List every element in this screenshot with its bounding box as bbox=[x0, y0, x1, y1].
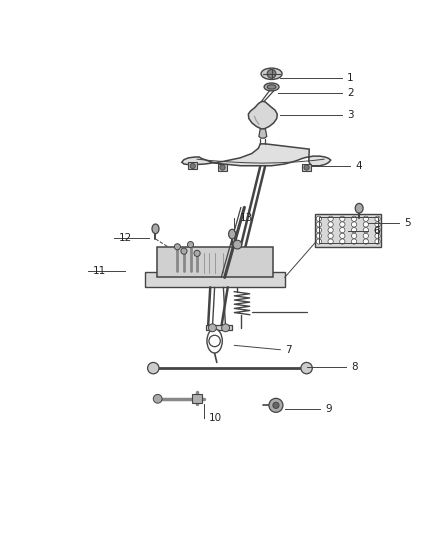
Circle shape bbox=[340, 239, 345, 244]
Circle shape bbox=[267, 69, 276, 78]
Text: 1: 1 bbox=[347, 73, 353, 83]
Text: 5: 5 bbox=[404, 217, 410, 228]
Circle shape bbox=[351, 216, 357, 221]
Circle shape bbox=[363, 233, 368, 238]
Text: 2: 2 bbox=[347, 88, 353, 99]
Circle shape bbox=[316, 233, 321, 238]
Circle shape bbox=[328, 239, 333, 244]
Circle shape bbox=[363, 239, 368, 244]
Polygon shape bbox=[248, 101, 277, 129]
Circle shape bbox=[273, 402, 279, 408]
Polygon shape bbox=[182, 144, 331, 166]
Circle shape bbox=[363, 228, 368, 233]
Text: 12: 12 bbox=[119, 233, 132, 243]
Ellipse shape bbox=[267, 85, 276, 89]
Circle shape bbox=[316, 228, 321, 233]
Circle shape bbox=[351, 239, 357, 244]
Circle shape bbox=[363, 216, 368, 221]
Circle shape bbox=[187, 241, 194, 248]
Circle shape bbox=[375, 233, 380, 238]
Circle shape bbox=[174, 244, 180, 250]
Bar bbox=[319, 217, 378, 243]
Circle shape bbox=[316, 216, 321, 221]
Circle shape bbox=[328, 216, 333, 221]
Circle shape bbox=[316, 222, 321, 227]
Circle shape bbox=[220, 165, 225, 170]
Circle shape bbox=[340, 228, 345, 233]
Circle shape bbox=[153, 394, 162, 403]
Circle shape bbox=[269, 398, 283, 413]
Circle shape bbox=[375, 216, 380, 221]
Circle shape bbox=[190, 163, 195, 168]
Circle shape bbox=[375, 228, 380, 233]
Circle shape bbox=[208, 324, 216, 332]
Bar bbox=[192, 394, 202, 403]
Text: 8: 8 bbox=[351, 362, 358, 372]
Circle shape bbox=[181, 248, 187, 254]
Text: 4: 4 bbox=[356, 161, 362, 171]
Bar bbox=[145, 272, 285, 287]
Text: 7: 7 bbox=[286, 345, 292, 355]
Circle shape bbox=[340, 222, 345, 227]
Circle shape bbox=[328, 233, 333, 238]
Circle shape bbox=[351, 222, 357, 227]
Circle shape bbox=[194, 251, 200, 256]
Ellipse shape bbox=[207, 329, 222, 353]
Circle shape bbox=[222, 324, 230, 332]
Bar bbox=[315, 214, 381, 247]
Circle shape bbox=[351, 233, 357, 238]
Text: 13: 13 bbox=[240, 213, 253, 223]
Circle shape bbox=[340, 216, 345, 221]
Ellipse shape bbox=[264, 83, 279, 91]
Circle shape bbox=[233, 240, 242, 249]
Ellipse shape bbox=[355, 204, 363, 213]
Circle shape bbox=[301, 362, 312, 374]
Ellipse shape bbox=[261, 68, 282, 79]
Circle shape bbox=[328, 228, 333, 233]
Circle shape bbox=[375, 239, 380, 244]
Text: 9: 9 bbox=[325, 404, 332, 414]
Bar bbox=[218, 164, 227, 171]
Text: 11: 11 bbox=[93, 266, 106, 276]
Bar bbox=[188, 163, 197, 169]
Polygon shape bbox=[259, 129, 267, 138]
Bar bbox=[302, 164, 311, 171]
Text: 3: 3 bbox=[347, 110, 353, 120]
Circle shape bbox=[328, 222, 333, 227]
Circle shape bbox=[363, 222, 368, 227]
Text: 6: 6 bbox=[373, 227, 380, 237]
Bar bbox=[156, 247, 272, 277]
Ellipse shape bbox=[152, 224, 159, 233]
Circle shape bbox=[304, 165, 309, 170]
Circle shape bbox=[148, 362, 159, 374]
Circle shape bbox=[351, 228, 357, 233]
Circle shape bbox=[209, 335, 220, 346]
Bar bbox=[206, 325, 232, 330]
Circle shape bbox=[375, 222, 380, 227]
Text: 10: 10 bbox=[209, 413, 222, 423]
Circle shape bbox=[340, 233, 345, 238]
Circle shape bbox=[316, 239, 321, 244]
Ellipse shape bbox=[229, 229, 236, 239]
